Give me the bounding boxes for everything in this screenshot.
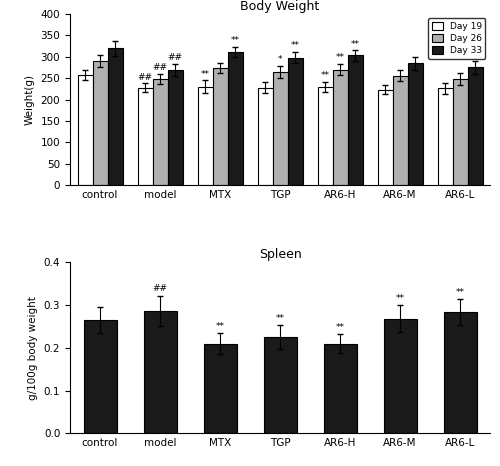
Bar <box>264 337 296 433</box>
Y-axis label: g/100g body weight: g/100g body weight <box>28 296 38 400</box>
Text: ##: ## <box>138 73 152 82</box>
Bar <box>392 75 407 185</box>
Legend: Day 19, Day 26, Day 33: Day 19, Day 26, Day 33 <box>428 19 486 59</box>
Text: ##: ## <box>168 53 182 62</box>
Text: **: ** <box>336 323 344 332</box>
Bar <box>324 343 356 433</box>
Text: **: ** <box>350 40 360 48</box>
Bar <box>168 69 182 185</box>
Bar <box>144 310 176 433</box>
Text: **: ** <box>456 288 464 297</box>
Text: **: ** <box>200 69 209 79</box>
Bar <box>332 69 347 185</box>
Bar <box>198 87 212 185</box>
Bar <box>78 75 92 185</box>
Bar <box>452 79 468 185</box>
Text: **: ** <box>396 294 404 303</box>
Bar <box>272 72 287 185</box>
Title: Body Weight: Body Weight <box>240 0 320 13</box>
Bar <box>138 88 152 185</box>
Bar <box>228 52 242 185</box>
Bar <box>92 61 108 185</box>
Bar <box>288 58 302 185</box>
Text: ##: ## <box>152 63 168 72</box>
Text: ##: ## <box>152 284 168 294</box>
Bar <box>444 312 476 433</box>
Bar <box>438 89 452 185</box>
Bar <box>408 63 422 185</box>
Bar <box>212 69 228 185</box>
Bar <box>378 90 392 185</box>
Text: **: ** <box>230 36 239 45</box>
Title: Spleen: Spleen <box>258 248 302 261</box>
Text: *: * <box>278 55 282 64</box>
Bar <box>84 320 116 433</box>
Text: **: ** <box>290 41 300 50</box>
Text: **: ** <box>320 71 330 80</box>
Bar <box>108 48 122 185</box>
Text: **: ** <box>276 314 284 323</box>
Bar <box>384 319 416 433</box>
Text: **: ** <box>216 322 224 331</box>
Bar <box>204 343 236 433</box>
Bar <box>152 79 168 185</box>
Bar <box>318 87 332 185</box>
Text: **: ** <box>336 53 344 62</box>
Y-axis label: Weight(g): Weight(g) <box>25 74 35 125</box>
Bar <box>348 55 362 185</box>
Bar <box>468 68 482 185</box>
Bar <box>258 88 272 185</box>
